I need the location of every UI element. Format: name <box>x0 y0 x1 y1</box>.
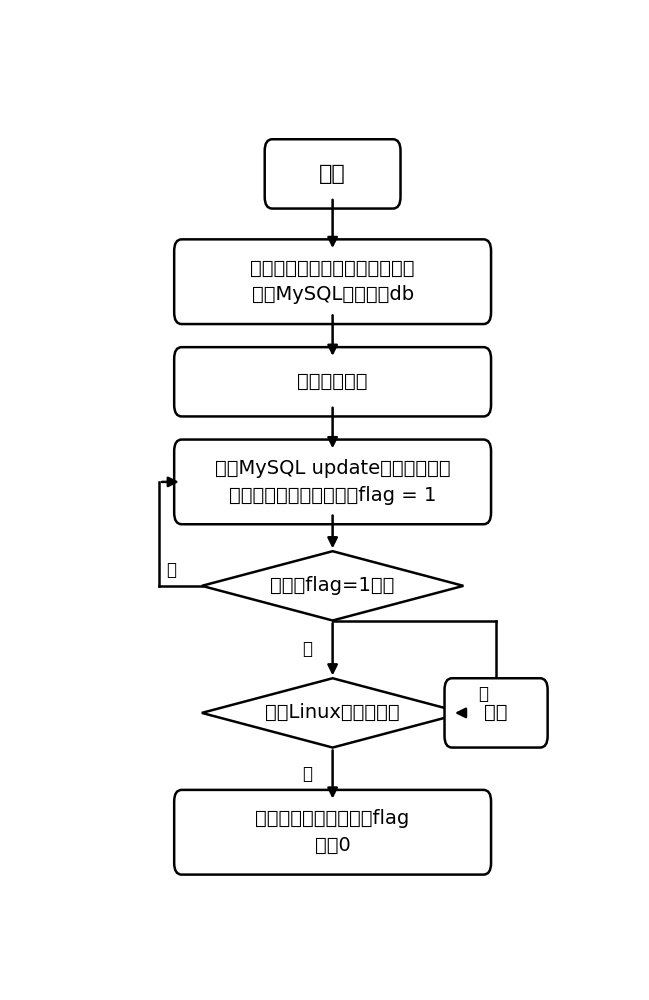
FancyBboxPatch shape <box>174 440 491 524</box>
Text: 等待: 等待 <box>484 703 508 722</box>
Text: 否: 否 <box>167 561 177 579</box>
Text: 是: 是 <box>302 640 312 658</box>
Polygon shape <box>202 551 463 620</box>
FancyBboxPatch shape <box>174 347 491 416</box>
Text: 进行更新，完成后再将flag
置为0: 进行更新，完成后再将flag 置为0 <box>256 810 410 855</box>
FancyBboxPatch shape <box>174 790 491 875</box>
Text: 读取探针卡记录文件所有信息，
连接MySQL创建默认db: 读取探针卡记录文件所有信息， 连接MySQL创建默认db <box>251 259 415 304</box>
Text: 启动: 启动 <box>319 164 346 184</box>
Text: 是否有flag=1的行: 是否有flag=1的行 <box>271 576 395 595</box>
FancyBboxPatch shape <box>265 139 400 209</box>
FancyBboxPatch shape <box>445 678 548 748</box>
Text: 发送MySQL update指令，更新指
定的探针卡状态信息，令flag = 1: 发送MySQL update指令，更新指 定的探针卡状态信息，令flag = 1 <box>215 459 450 505</box>
FancyBboxPatch shape <box>174 239 491 324</box>
Text: 创建中间文件: 创建中间文件 <box>297 372 368 391</box>
Text: 否: 否 <box>478 685 489 703</box>
Polygon shape <box>202 678 463 748</box>
Text: 检查Linux锁是否解锁: 检查Linux锁是否解锁 <box>265 703 400 722</box>
Text: 是: 是 <box>302 766 312 784</box>
